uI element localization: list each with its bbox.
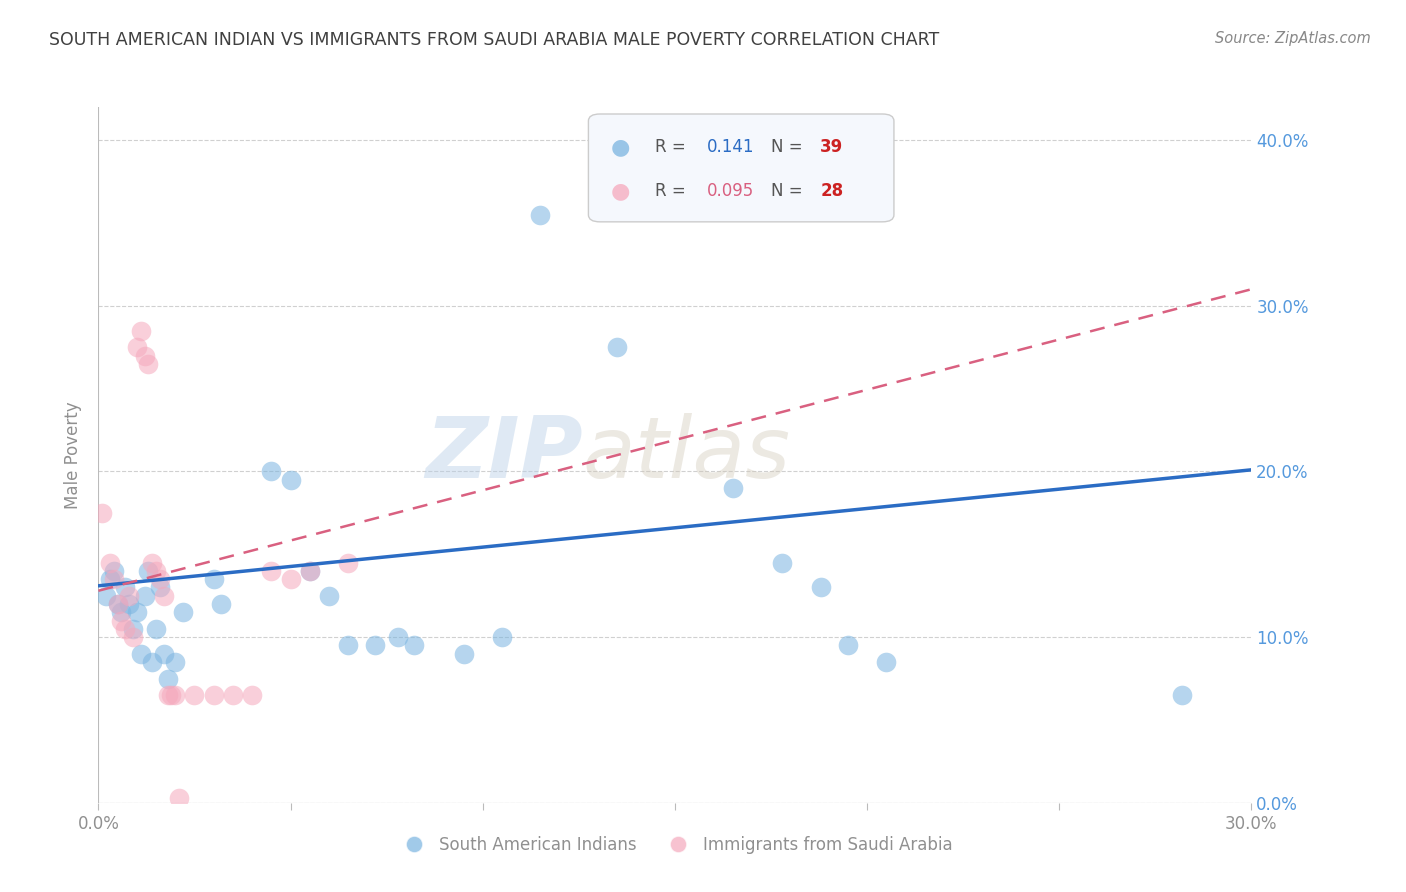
Point <box>318 589 340 603</box>
Text: ●: ● <box>612 137 630 157</box>
Point <box>165 655 187 669</box>
Point <box>107 597 129 611</box>
FancyBboxPatch shape <box>588 114 894 222</box>
Text: Source: ZipAtlas.com: Source: ZipAtlas.com <box>1215 31 1371 46</box>
Point <box>387 630 409 644</box>
Text: 0.141: 0.141 <box>707 138 755 156</box>
Point <box>222 688 245 702</box>
Point <box>138 357 160 371</box>
Point <box>240 688 263 702</box>
Point <box>337 556 360 570</box>
Point <box>172 605 194 619</box>
Point <box>98 572 121 586</box>
Point <box>149 581 172 595</box>
Point <box>202 688 225 702</box>
Point <box>837 639 859 653</box>
Point <box>125 340 148 354</box>
Point <box>149 572 172 586</box>
Text: 39: 39 <box>820 138 844 156</box>
Point <box>114 622 136 636</box>
Point <box>129 324 152 338</box>
Text: R =: R = <box>655 138 686 156</box>
Point <box>141 655 163 669</box>
Text: R =: R = <box>655 182 686 201</box>
Point <box>145 622 167 636</box>
Point <box>260 465 283 479</box>
Point <box>138 564 160 578</box>
Point <box>145 564 167 578</box>
Point <box>810 581 832 595</box>
Point <box>491 630 513 644</box>
Point <box>91 506 114 520</box>
Point <box>280 473 302 487</box>
Point <box>110 605 132 619</box>
Point <box>114 581 136 595</box>
Point <box>402 639 425 653</box>
Point <box>152 589 174 603</box>
Point <box>118 597 141 611</box>
Point <box>209 597 232 611</box>
Point <box>156 672 179 686</box>
Point <box>103 572 125 586</box>
Point <box>260 564 283 578</box>
Text: 28: 28 <box>820 182 844 201</box>
Y-axis label: Male Poverty: Male Poverty <box>65 401 83 508</box>
Point <box>156 688 179 702</box>
Point <box>298 564 321 578</box>
Text: N =: N = <box>770 138 803 156</box>
Point <box>160 688 183 702</box>
Point <box>364 639 387 653</box>
Point <box>1171 688 1194 702</box>
Point <box>167 790 190 805</box>
Point <box>337 639 360 653</box>
Point <box>298 564 321 578</box>
Point <box>453 647 475 661</box>
Point <box>129 647 152 661</box>
Point <box>165 688 187 702</box>
Point <box>721 481 744 495</box>
Point <box>606 340 628 354</box>
Text: ZIP: ZIP <box>425 413 582 497</box>
Point <box>98 556 121 570</box>
Point <box>122 622 145 636</box>
Point <box>152 647 174 661</box>
Text: SOUTH AMERICAN INDIAN VS IMMIGRANTS FROM SAUDI ARABIA MALE POVERTY CORRELATION C: SOUTH AMERICAN INDIAN VS IMMIGRANTS FROM… <box>49 31 939 49</box>
Point <box>107 597 129 611</box>
Point <box>141 556 163 570</box>
Point <box>183 688 205 702</box>
Text: ●: ● <box>612 181 630 202</box>
Text: 0.095: 0.095 <box>707 182 755 201</box>
Point <box>202 572 225 586</box>
Point <box>94 589 117 603</box>
Text: N =: N = <box>770 182 803 201</box>
Point <box>110 614 132 628</box>
Point <box>118 589 141 603</box>
Point <box>103 564 125 578</box>
Point <box>134 349 156 363</box>
Point <box>529 208 551 222</box>
Point <box>772 556 794 570</box>
Point <box>875 655 897 669</box>
Legend: South American Indians, Immigrants from Saudi Arabia: South American Indians, Immigrants from … <box>391 830 959 861</box>
Point <box>122 630 145 644</box>
Point <box>125 605 148 619</box>
Point <box>134 589 156 603</box>
Text: atlas: atlas <box>582 413 790 497</box>
Point <box>280 572 302 586</box>
